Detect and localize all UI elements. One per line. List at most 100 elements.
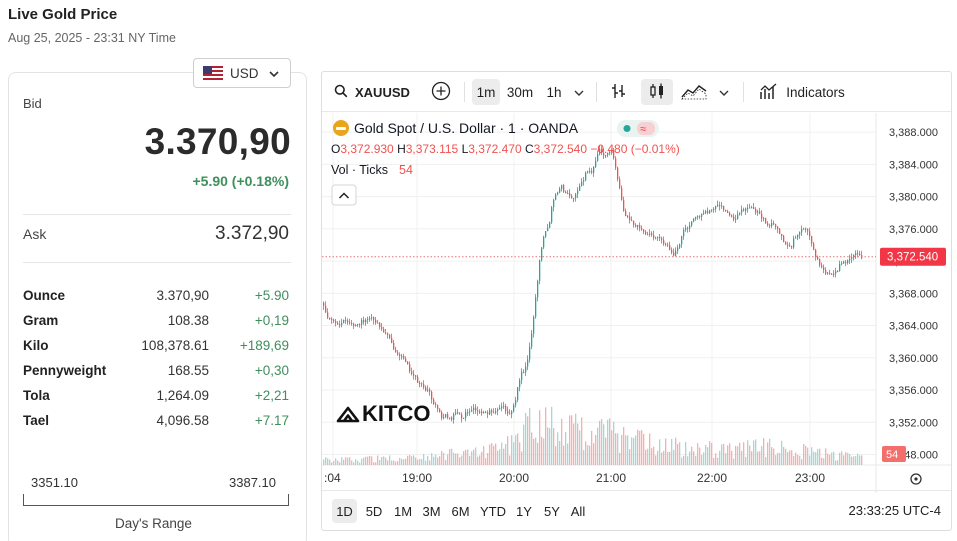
volume-bar — [463, 451, 465, 465]
candle — [571, 195, 573, 199]
volume-bar — [755, 439, 757, 465]
volume-bar — [799, 455, 801, 465]
volume-bar — [327, 458, 329, 465]
candle — [733, 216, 735, 220]
unit-name: Tola — [23, 388, 50, 403]
candle — [531, 333, 533, 347]
volume-bar — [593, 443, 595, 465]
chart-type-dropdown[interactable] — [716, 79, 732, 105]
candle — [543, 236, 545, 248]
volume-bar — [591, 430, 593, 465]
volume-bar — [705, 444, 707, 465]
candle — [595, 160, 597, 167]
candle — [411, 371, 413, 374]
candle — [591, 171, 593, 173]
range-5d-button[interactable]: 5D — [365, 503, 383, 519]
interval-dropdown[interactable] — [571, 79, 587, 105]
range-1y-button[interactable]: 1Y — [516, 503, 532, 519]
indicators-button[interactable]: Indicators — [752, 79, 852, 105]
settings-icon[interactable] — [910, 473, 922, 485]
volume-bar — [621, 435, 623, 465]
candle — [623, 199, 625, 211]
candle — [521, 371, 523, 381]
volume-bar — [827, 453, 829, 465]
candle — [815, 249, 817, 257]
area-chart-type-button[interactable] — [679, 79, 709, 105]
range-ytd-button[interactable]: YTD — [480, 503, 506, 519]
interval-1m-button[interactable]: 1m — [472, 79, 500, 105]
volume-bar — [707, 447, 709, 465]
volume-bar — [415, 457, 417, 465]
volume-bar — [785, 448, 787, 465]
volume-bar — [379, 459, 381, 465]
compare-symbol-button[interactable] — [428, 79, 454, 105]
volume-bar — [495, 443, 497, 465]
candle — [331, 318, 333, 320]
volume-bar — [491, 443, 493, 465]
range-all-button[interactable]: All — [570, 503, 586, 519]
volume-bar — [435, 454, 437, 465]
candle — [769, 225, 771, 227]
volume-bar — [519, 442, 521, 465]
candle — [507, 410, 509, 414]
volume-bar — [769, 438, 771, 465]
volume-bar — [749, 445, 751, 465]
volume-bar — [611, 430, 613, 465]
candle — [451, 417, 453, 420]
volume-bar — [651, 448, 653, 465]
volume-bar — [761, 446, 763, 465]
volume-bar — [813, 451, 815, 465]
indicators-label: Indicators — [786, 84, 845, 100]
candle — [763, 218, 765, 220]
volume-bar — [809, 455, 811, 465]
candle — [393, 342, 395, 350]
volume-bar — [861, 455, 863, 465]
candle — [387, 333, 389, 336]
interval-30m-button[interactable]: 30m — [506, 84, 534, 100]
candle — [679, 244, 681, 248]
volume-bar — [773, 448, 775, 465]
volume-bar — [337, 460, 339, 465]
candle-chart-type-button[interactable] — [641, 79, 673, 105]
volume-bar — [585, 441, 587, 465]
interval-1h-button[interactable]: 1h — [546, 84, 562, 100]
volume-bar — [783, 446, 785, 465]
volume-bar — [793, 456, 795, 465]
volume-bar — [343, 459, 345, 465]
unit-change: +189,69 — [239, 338, 289, 353]
candle — [351, 323, 353, 325]
range-1m-button[interactable]: 1M — [393, 503, 413, 519]
bar-chart-type-button[interactable] — [606, 79, 632, 105]
bars-icon — [610, 82, 628, 103]
price-chart[interactable]: 3,388.000 3,384.000 3,380.000 3,376.000 3,37… — [322, 113, 952, 493]
range-6m-button[interactable]: 6M — [451, 503, 470, 519]
candle — [491, 410, 493, 413]
range-1d-button[interactable]: 1D — [332, 499, 357, 523]
volume-bar — [489, 444, 491, 465]
candle — [475, 407, 477, 411]
legend-collapse-button[interactable] — [331, 184, 357, 206]
unit-price: 4,096.58 — [156, 413, 209, 428]
volume-bar — [357, 460, 359, 465]
symbol-search[interactable]: XAUUSD — [330, 79, 414, 105]
ohlc-change: −0.480 (−0.01%) — [587, 142, 680, 156]
candle — [775, 224, 777, 227]
volume-bar — [727, 445, 729, 465]
range-5y-button[interactable]: 5Y — [544, 503, 560, 519]
candle — [851, 257, 853, 259]
range-3m-button[interactable]: 3M — [422, 503, 441, 519]
currency-select[interactable]: USD — [193, 58, 291, 88]
candle — [431, 391, 433, 400]
volume-legend-label: Vol · Ticks — [331, 163, 388, 177]
volume-bar — [627, 435, 629, 465]
candle — [695, 216, 697, 219]
volume-bar — [765, 457, 767, 465]
volume-bar — [549, 428, 551, 465]
chevron-down-icon — [268, 66, 279, 81]
price-axis-label: 3,388.000 — [889, 127, 938, 139]
candle — [803, 228, 805, 230]
volume-bar — [595, 434, 597, 465]
volume-bar — [653, 446, 655, 465]
volume-bar — [687, 456, 689, 465]
volume-bar — [521, 451, 523, 465]
